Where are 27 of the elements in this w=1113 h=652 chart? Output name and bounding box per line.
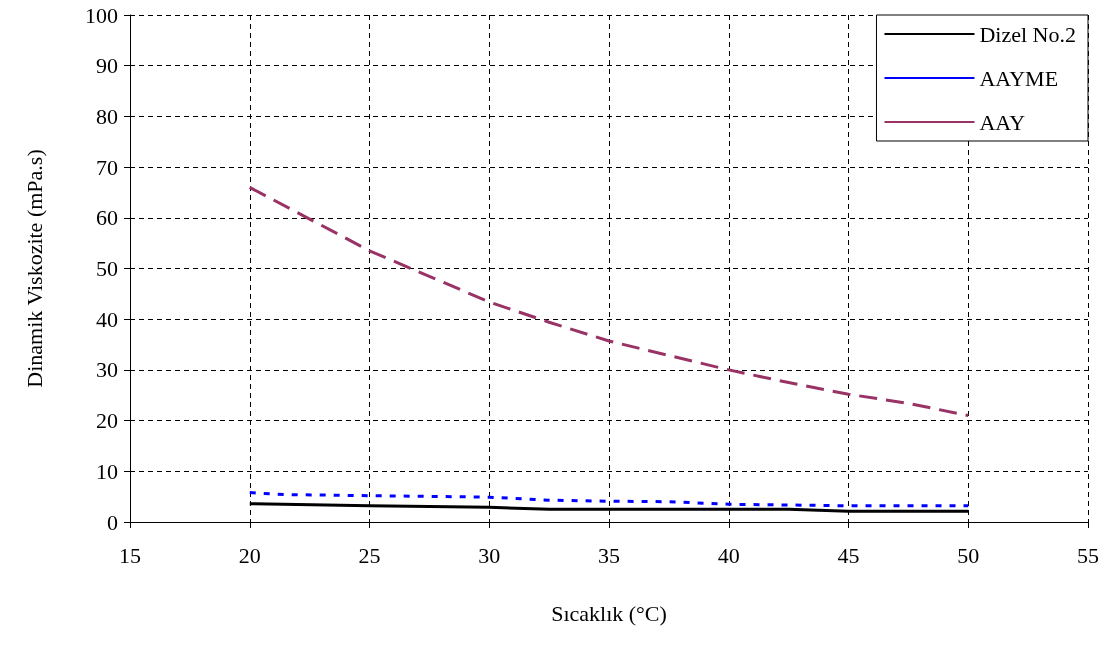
- y-tick-label: 20: [96, 408, 118, 434]
- y-tick-label: 70: [96, 154, 118, 180]
- y-tick-label: 60: [96, 205, 118, 231]
- y-tick-label: 40: [96, 306, 118, 332]
- x-tick-label: 55: [1077, 542, 1099, 568]
- y-tick-label: 10: [96, 458, 118, 484]
- x-tick-label: 20: [238, 542, 261, 568]
- legend-label: Dizel No.2: [979, 21, 1076, 47]
- line-series: [248, 185, 970, 418]
- legend-label: AAYME: [979, 65, 1059, 91]
- x-tick-label: 35: [598, 542, 620, 568]
- x-tick-label: 15: [119, 542, 141, 568]
- y-axis-title: Dinamik Viskozite (mPa.s): [21, 149, 47, 388]
- y-tick-label: 50: [96, 256, 118, 281]
- x-tick-label: 30: [478, 542, 501, 568]
- line-series: [248, 491, 970, 508]
- x-tick-label: 25: [358, 542, 381, 568]
- y-tick-label: 0: [107, 509, 118, 535]
- x-axis-title: Sıcaklık (°C): [551, 600, 667, 626]
- legend-label: AAY: [979, 109, 1026, 135]
- y-tick-label: 80: [96, 103, 118, 129]
- y-tick-label: 90: [96, 53, 118, 79]
- x-tick-label: 45: [837, 542, 860, 568]
- y-tick-label: 100: [85, 2, 118, 28]
- x-tick-label: 50: [957, 542, 980, 568]
- x-tick-label: 40: [717, 542, 740, 568]
- y-tick-label: 30: [96, 357, 118, 383]
